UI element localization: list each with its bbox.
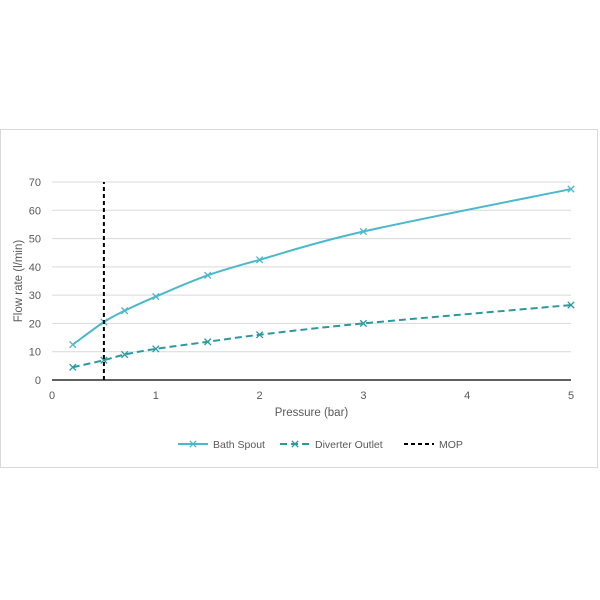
point-bath-spout-5-stroke-b <box>255 256 264 264</box>
legend-label-diverter-outlet: Diverter Outlet <box>315 439 383 451</box>
y-tick-label-60: 60 <box>29 205 41 217</box>
x-tick-label-3: 3 <box>360 390 366 402</box>
point-diverter-outlet-1-stroke-b <box>100 356 108 364</box>
point-diverter-outlet-1 <box>100 356 108 364</box>
point-bath-spout-4 <box>204 271 212 280</box>
point-bath-spout-3-stroke-b <box>152 292 160 301</box>
point-diverter-outlet-2-stroke-b <box>121 350 129 359</box>
y-tick-label-30: 30 <box>29 290 41 302</box>
y-axis-label: Flow rate (l/min) <box>13 240 25 323</box>
point-diverter-outlet-3 <box>152 345 160 353</box>
point-bath-spout-6-stroke-b <box>359 227 368 236</box>
legend-marker-bath-spout-stroke-b <box>189 440 197 448</box>
point-bath-spout-2-stroke-b <box>121 307 129 315</box>
legend: Bath Spout Diverter Outlet MOP <box>178 439 463 451</box>
point-bath-spout-0-stroke-b <box>69 340 77 349</box>
x-tick-label-0: 0 <box>49 390 55 402</box>
x-tick-label-1: 1 <box>153 390 159 402</box>
point-diverter-outlet-4-stroke-b <box>204 338 212 346</box>
y-tick-label-10: 10 <box>29 347 41 359</box>
point-bath-spout-5 <box>255 256 264 264</box>
point-bath-spout-7-stroke-b <box>567 185 575 193</box>
point-diverter-outlet-5-stroke-b <box>255 331 264 339</box>
point-bath-spout-4-stroke-b <box>204 271 212 280</box>
chart-frame <box>0 129 598 468</box>
point-diverter-outlet-3-stroke-b <box>152 345 160 353</box>
point-diverter-outlet-2 <box>121 350 129 359</box>
point-diverter-outlet-4 <box>204 338 212 346</box>
point-diverter-outlet-5 <box>255 331 264 339</box>
legend-marker-diverter-outlet-stroke-b <box>291 440 299 448</box>
x-tick-label-4: 4 <box>464 390 470 402</box>
legend-label-bath-spout: Bath Spout <box>213 439 265 451</box>
x-tick-label-2: 2 <box>257 390 263 402</box>
legend-label-mop: MOP <box>439 439 463 451</box>
legend-marker-diverter-outlet <box>291 440 299 448</box>
series-layer <box>69 182 575 380</box>
point-bath-spout-0 <box>69 340 77 349</box>
point-diverter-outlet-6 <box>359 319 368 328</box>
point-diverter-outlet-6-stroke-b <box>359 319 368 328</box>
point-diverter-outlet-0-stroke-b <box>69 363 77 371</box>
y-tick-label-0: 0 <box>35 375 41 387</box>
x-tick-label-5: 5 <box>568 390 574 402</box>
y-tick-label-50: 50 <box>29 234 41 246</box>
point-bath-spout-2 <box>121 307 129 315</box>
point-bath-spout-6 <box>359 227 368 236</box>
point-diverter-outlet-7 <box>567 301 575 309</box>
x-axis-label: Pressure (bar) <box>275 407 349 419</box>
legend-marker-bath-spout <box>189 440 197 448</box>
y-tick-label-40: 40 <box>29 262 41 274</box>
point-bath-spout-7 <box>567 185 575 193</box>
y-tick-label-20: 20 <box>29 318 41 330</box>
gridlines <box>52 181 571 353</box>
y-tick-label-70: 70 <box>29 177 41 189</box>
point-diverter-outlet-7-stroke-b <box>567 301 575 309</box>
axes: 0 10 20 30 40 50 60 70 0 1 2 3 4 5 <box>29 177 574 402</box>
point-bath-spout-3 <box>152 292 160 301</box>
series-line-diverter-outlet <box>72 304 572 369</box>
point-diverter-outlet-0 <box>69 363 77 371</box>
